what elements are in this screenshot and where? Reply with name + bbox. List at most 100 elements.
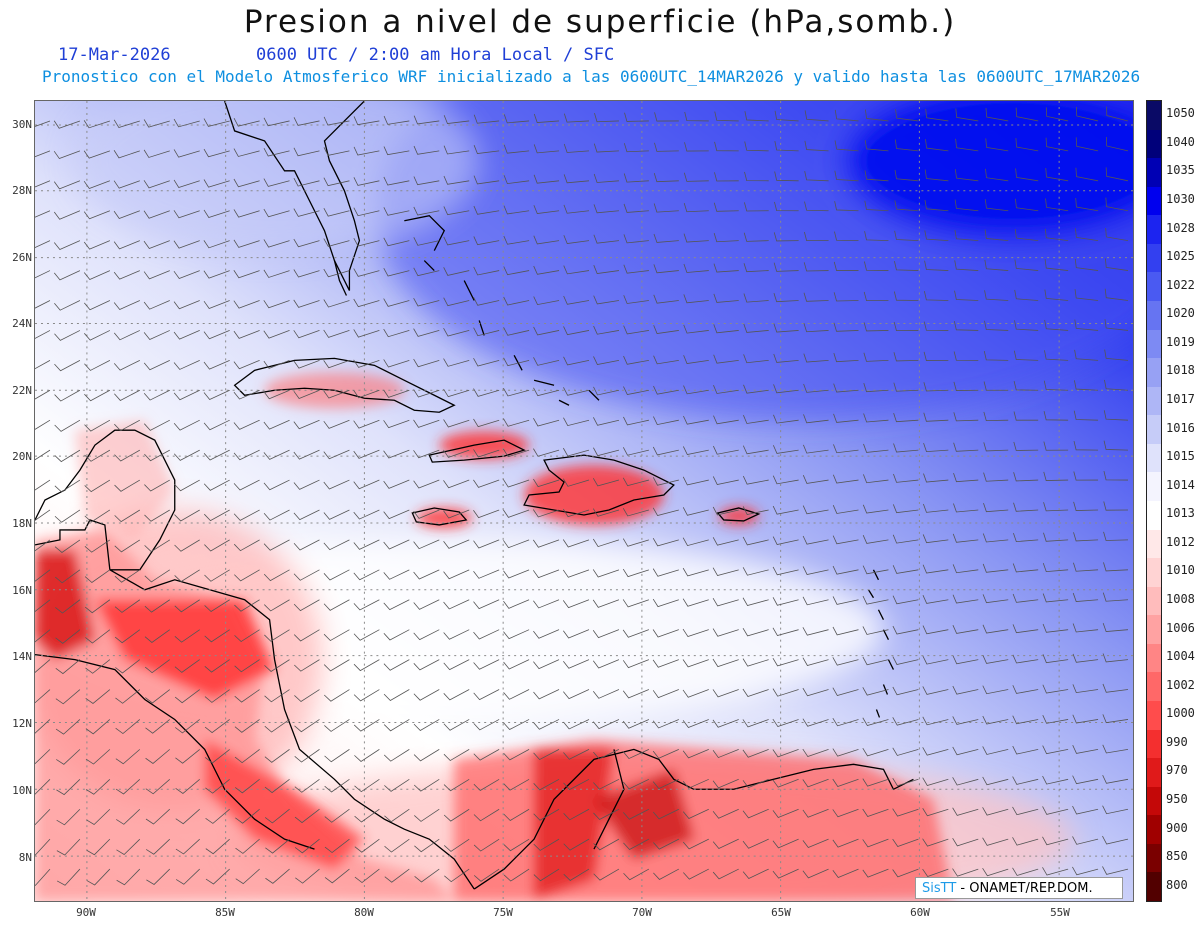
wind-barb [563,868,590,881]
wind-barb [413,358,440,368]
wind-barb [652,778,679,790]
wind-barb [593,749,620,760]
color-scale-label: 950 [1166,792,1188,806]
wind-barb [533,778,560,791]
wind-barb [443,539,470,549]
wind-barb [84,599,111,614]
wind-barb [353,629,380,641]
color-scale-label: 1050 [1166,106,1195,121]
wind-barb [503,629,530,640]
wind-barb [263,239,290,248]
wind-barb [982,837,1009,846]
wind-barb [263,389,290,400]
wind-barb [1045,107,1069,122]
wind-barb [982,685,1009,695]
wind-barb [383,539,410,550]
wind-barb [503,357,530,367]
wind-barb [145,749,171,764]
wind-barb [1072,653,1099,663]
wind-barb [1013,532,1039,543]
wind-barb [413,145,440,155]
wind-barb [924,260,949,271]
wind-barb [265,868,290,884]
color-scale-label: 1022 [1166,277,1195,292]
wind-barb [144,599,170,613]
wind-barb [533,749,560,761]
wind-barb [174,569,200,583]
wind-barb [203,300,230,309]
wind-barb [114,629,141,644]
wind-barb [862,808,889,817]
wind-barb [234,629,260,643]
wind-barb [1075,228,1099,242]
wind-barb [593,417,620,426]
wind-barb [473,749,500,761]
wind-barb [145,808,171,825]
color-scale-label: 850 [1166,849,1188,864]
wind-barb [293,330,320,339]
wind-barb [653,264,679,274]
wind-barb [473,205,500,215]
wind-barb [1073,410,1099,421]
wind-barb [862,656,889,666]
wind-barb [293,359,320,369]
wind-barb [653,203,679,213]
wind-barb [952,716,979,725]
color-scale-label: 1025 [1166,249,1195,264]
wind-barb [743,323,769,333]
wind-barb [682,567,709,577]
wind-barb [924,230,949,242]
wind-barb [413,237,440,246]
wind-barb [592,569,620,578]
wind-barb [323,569,350,581]
wind-barb [802,596,829,606]
wind-barb [682,476,709,486]
wind-barb [1045,198,1069,212]
wind-barb [863,413,889,423]
wind-barb [173,419,200,431]
wind-barb [203,479,230,491]
wind-barb [443,629,470,640]
wind-barb [772,445,799,454]
wind-barb [35,270,51,279]
wind-barb [55,719,81,735]
wind-barb [802,566,829,575]
wind-barb [54,539,81,553]
wind-barb [205,808,230,824]
wind-barb [622,629,650,638]
wind-barb [1102,622,1129,632]
wind-barb [383,449,410,459]
color-scale-label: 1035 [1166,163,1195,178]
wind-barb [1075,198,1099,212]
wind-barb [173,359,200,370]
wind-barb [354,838,380,853]
wind-barb [593,173,619,183]
wind-barb [682,659,709,668]
wind-barb [1015,198,1039,212]
wind-barb [652,568,679,577]
wind-barb [1074,258,1099,271]
wind-barb [682,537,709,547]
wind-barb [54,300,81,311]
lon-label: 70W [632,906,652,919]
wind-barb [712,537,739,546]
color-scale-cell [1147,329,1161,359]
wind-barb [323,509,350,520]
wind-barb [473,327,500,337]
wind-barb [234,599,260,612]
wind-barb [1106,106,1129,122]
color-scale-cell [1147,843,1161,873]
wind-barb [1012,563,1039,573]
wind-barb [1102,714,1129,724]
wind-barb [143,300,170,310]
wind-barb [354,868,380,884]
color-scale-cell [1147,129,1161,159]
wind-barb [802,868,829,879]
wind-barb [982,867,1009,877]
wind-barb [802,718,829,727]
wind-barb [83,180,111,189]
color-scale-cell [1147,729,1161,759]
wind-barb [413,328,440,337]
wind-barb [173,330,200,340]
wind-barb [862,504,889,514]
